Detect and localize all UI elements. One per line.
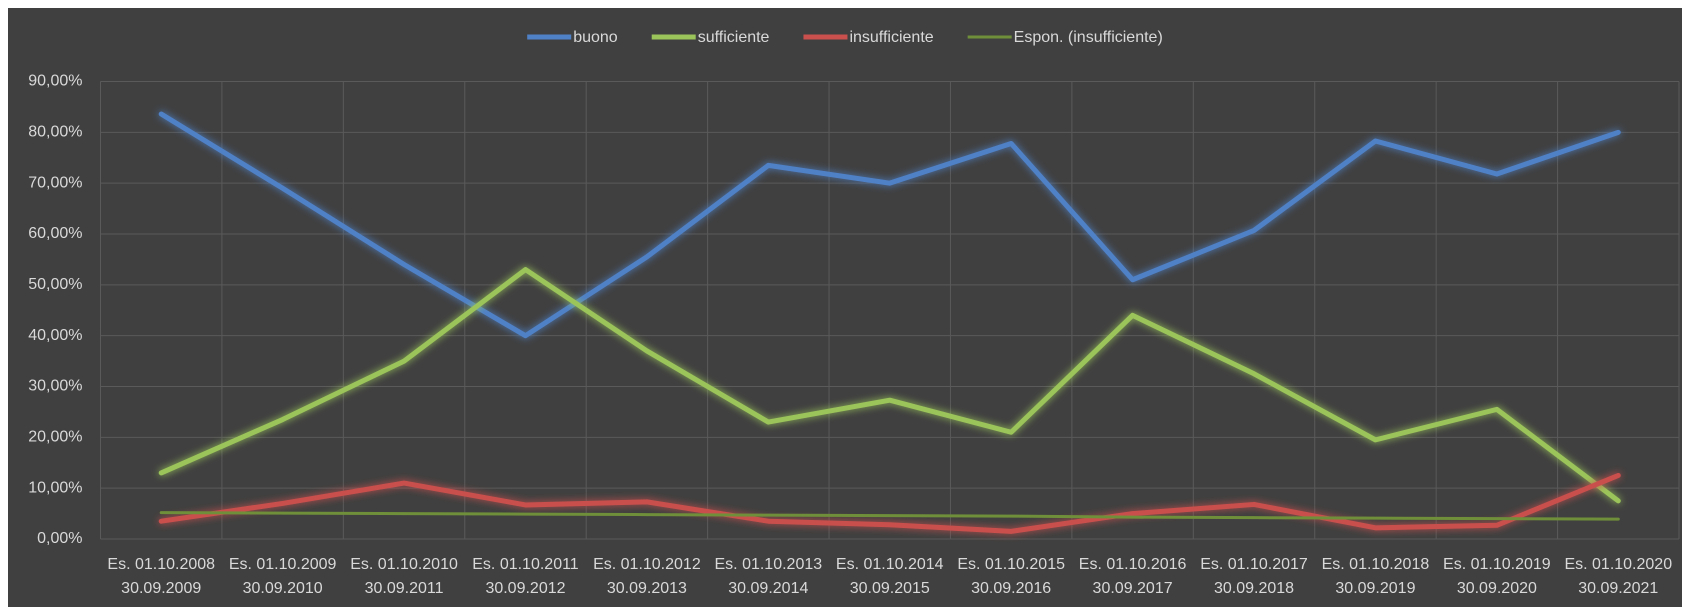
x-tick-label: 30.09.2014 [728,580,808,597]
x-tick-label: Es. 01.10.2016 [1079,556,1187,573]
series-line [159,511,1620,521]
x-tick-label: Es. 01.10.2017 [1200,556,1308,573]
x-tick-label: 30.09.2015 [850,580,930,597]
x-tick-label: 30.09.2018 [1214,580,1294,597]
x-tick-label: Es. 01.10.2014 [836,556,944,573]
x-tick-label: 30.09.2009 [121,580,201,597]
y-tick-label: 50,00% [28,276,82,293]
x-tick-label: 30.09.2017 [1093,580,1173,597]
y-tick-label: 0,00% [37,530,82,547]
y-tick-label: 30,00% [28,378,82,395]
y-tick-label: 90,00% [28,73,82,90]
chart-background [8,8,1682,607]
legend-label: sufficiente [698,29,770,46]
x-tick-label: Es. 01.10.2010 [350,556,458,573]
x-tick-label: Es. 01.10.2012 [593,556,701,573]
x-tick-label: 30.09.2010 [243,580,323,597]
x-tick-label: Es. 01.10.2015 [957,556,1065,573]
y-tick-label: 40,00% [28,327,82,344]
x-tick-label: Es. 01.10.2009 [229,556,337,573]
y-tick-label: 60,00% [28,225,82,242]
x-tick-label: 30.09.2011 [365,580,444,597]
x-tick-label: Es. 01.10.2018 [1322,556,1430,573]
x-tick-label: Es. 01.10.2019 [1443,556,1551,573]
legend: buono sufficiente insufficiente Espon. (ins… [527,29,1163,46]
legend-label: buono [573,29,618,46]
y-tick-label: 10,00% [28,479,82,496]
y-tick-label: 20,00% [28,429,82,446]
x-tick-label: Es. 01.10.2011 [472,556,579,573]
x-tick-label: 30.09.2013 [607,580,687,597]
x-tick-label: Es. 01.10.2008 [107,556,215,573]
x-tick-label: 30.09.2012 [485,580,565,597]
x-tick-label: 30.09.2019 [1335,580,1415,597]
x-tick-label: 30.09.2021 [1578,580,1658,597]
legend-label: Espon. (insufficiente) [1014,29,1163,46]
series-line [158,472,1621,534]
y-tick-label: 80,00% [28,124,82,141]
x-tick-label: Es. 01.10.2020 [1564,556,1672,573]
series-line [158,111,1621,339]
y-tick-label: 70,00% [28,174,82,191]
x-tick-label: 30.09.2016 [971,580,1051,597]
x-tick-label: 30.09.2020 [1457,580,1537,597]
series-line [158,267,1621,504]
legend-label: insufficiente [849,29,933,46]
x-tick-label: Es. 01.10.2013 [715,556,823,573]
